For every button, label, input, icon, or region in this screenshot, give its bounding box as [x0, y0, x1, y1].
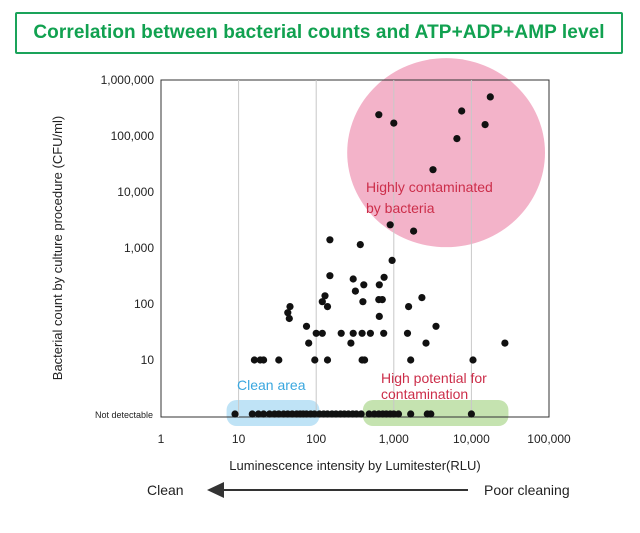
data-point — [380, 329, 388, 337]
annotation-label: High potential for — [381, 370, 487, 386]
data-point — [469, 356, 477, 364]
data-point — [358, 329, 366, 337]
direction-indicator: Clean Poor cleaning — [147, 482, 570, 498]
direction-arrow-head — [207, 482, 224, 498]
points-layer — [231, 93, 509, 418]
data-point — [375, 312, 383, 320]
data-point — [375, 111, 383, 119]
data-point — [312, 329, 320, 337]
region-highly-contaminated — [347, 58, 545, 248]
annotation-label: contamination — [381, 386, 468, 402]
data-point — [302, 322, 311, 330]
data-point — [410, 227, 418, 235]
data-point — [260, 356, 268, 364]
data-point — [349, 275, 357, 283]
data-point — [365, 410, 373, 418]
data-point — [429, 166, 437, 174]
data-point — [467, 410, 475, 418]
data-point — [386, 221, 394, 229]
data-point — [321, 292, 329, 300]
data-point — [326, 236, 334, 244]
data-point — [501, 339, 509, 347]
data-point — [275, 356, 283, 364]
data-point — [250, 356, 258, 364]
clean-direction-label: Clean — [147, 482, 184, 498]
data-point — [432, 322, 440, 330]
poor-cleaning-direction-label: Poor cleaning — [484, 482, 570, 498]
data-point — [486, 93, 494, 101]
x-tick-label: 10,000 — [453, 432, 490, 446]
title-box: Correlation between bacterial counts and… — [15, 12, 623, 54]
y-tick-label: 1,000 — [124, 241, 154, 255]
data-point — [284, 309, 292, 317]
data-point — [323, 356, 332, 364]
data-point — [427, 410, 435, 418]
data-point — [403, 329, 412, 337]
data-point — [356, 241, 364, 249]
y-axis-label: Bacterial count by culture procedure (CF… — [50, 116, 65, 380]
data-point — [305, 339, 313, 347]
chart-title: Correlation between bacterial counts and… — [33, 22, 605, 43]
annotations-layer: Highly contaminated by bacteria Clean area… — [237, 179, 493, 402]
y-tick-label: 100 — [134, 297, 154, 311]
data-point — [318, 298, 326, 306]
not-detectable-label: Not detectable — [95, 410, 153, 420]
data-point — [405, 303, 413, 311]
data-point — [260, 410, 268, 418]
data-point — [337, 329, 345, 337]
data-point — [318, 329, 326, 337]
y-tick-label: 10 — [141, 353, 155, 367]
y-tick-label: 100,000 — [111, 129, 155, 143]
x-tick-label: 100 — [306, 432, 326, 446]
annotation-label: Clean area — [237, 377, 306, 393]
data-point — [458, 107, 466, 115]
data-point — [285, 314, 293, 323]
data-point — [349, 329, 357, 337]
data-point — [366, 329, 374, 337]
data-point — [388, 256, 396, 264]
annotation-label: by bacteria — [366, 200, 435, 216]
data-point — [323, 303, 332, 311]
region-high-potential — [362, 400, 509, 426]
data-point — [422, 339, 430, 347]
data-point — [394, 410, 403, 418]
y-tick-label: 1,000,000 — [101, 73, 155, 87]
y-tick-label: 10,000 — [117, 185, 154, 199]
x-tick-label: 100,000 — [527, 432, 571, 446]
data-point — [361, 356, 369, 364]
x-axis-label: Luminescence intensity by Lumitester(RLU… — [229, 458, 480, 473]
data-point — [248, 410, 256, 418]
data-point — [357, 410, 365, 418]
x-tick-label: 1 — [158, 432, 165, 446]
data-point — [286, 303, 294, 311]
x-tick-label: 1,000 — [379, 432, 409, 446]
x-tick-label: 10 — [232, 432, 246, 446]
data-point — [378, 296, 386, 304]
data-point — [375, 281, 383, 289]
data-point — [311, 356, 319, 364]
data-point — [351, 287, 359, 295]
data-point — [407, 356, 415, 364]
data-point — [326, 272, 334, 280]
data-point — [418, 294, 426, 302]
data-point — [265, 410, 274, 418]
data-point — [347, 339, 355, 347]
data-point — [481, 121, 489, 129]
annotation-label: Highly contaminated — [366, 179, 493, 195]
regions-layer — [226, 58, 545, 426]
data-point — [453, 135, 461, 143]
data-point — [380, 273, 388, 281]
data-point — [390, 119, 398, 127]
data-point — [359, 298, 367, 306]
ticks-layer: 1 10 100 1,000 10,000 100,000 10 100 1,000 10,000… — [101, 73, 571, 446]
data-point — [254, 410, 262, 418]
data-point — [231, 410, 239, 418]
data-point — [360, 281, 368, 289]
data-point — [407, 410, 415, 418]
